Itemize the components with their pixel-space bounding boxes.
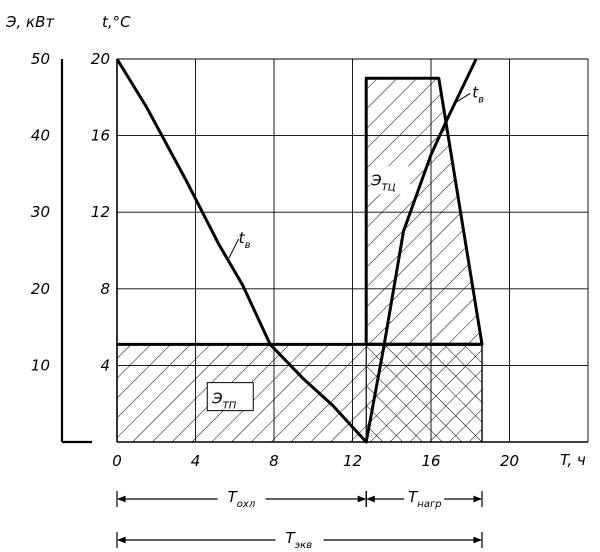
x-tick-label: 16 [421,452,440,470]
energy-axis-title: Э, кВт [5,13,55,31]
energy-tick-label: 40 [31,127,50,145]
tv-right-curve-label: tв [472,83,484,105]
x-tick-label: 4 [191,452,201,470]
energy-tick-label: 50 [31,50,50,68]
x-axis-title: T, ч [560,451,586,469]
series-layer [115,58,484,444]
area-crosshatch [366,344,482,442]
energy-tick-label: 20 [31,280,50,298]
annotations: tв tв ЭТЦ ЭТП [206,83,484,412]
t-tick-label: 4 [100,356,110,374]
t-tick-label: 12 [91,203,110,221]
tick-labels: 0 4 8 12 16 20 4 8 12 16 20 [91,50,519,470]
etc-area-label: ЭТЦ [370,171,396,193]
energy-tick-label: 10 [31,356,50,374]
series-tv-line [115,58,478,444]
tv-curve-label: tв [239,229,251,251]
temperature-axis-title: t,°C [102,13,131,31]
energy-axis: 10 20 30 40 50 [31,50,92,444]
t-tick-label: 16 [91,127,110,145]
time-intervals: Tохл Tнагр Tэкв [116,488,483,551]
interval-label: Tэкв [286,529,313,551]
interval-label: Tнагр [408,488,441,510]
shaded-areas [117,78,482,442]
interval-label: Tохл [228,488,256,510]
tv-label-leader [228,238,240,259]
etc-label-box [370,166,411,195]
x-tick-label: 20 [500,452,519,470]
t-tick-label: 20 [91,50,110,68]
t-tick-label: 8 [100,280,110,298]
etp-area-label: ЭТП [211,390,237,412]
etp-label-box [206,382,254,412]
x-tick-label: 12 [343,452,362,470]
area-etc-hatch [366,78,482,345]
tv-right-label-leader [454,93,471,104]
x-tick-label: 0 [112,452,122,470]
x-tick-label: 8 [269,452,279,470]
energy-tick-label: 30 [31,203,50,221]
